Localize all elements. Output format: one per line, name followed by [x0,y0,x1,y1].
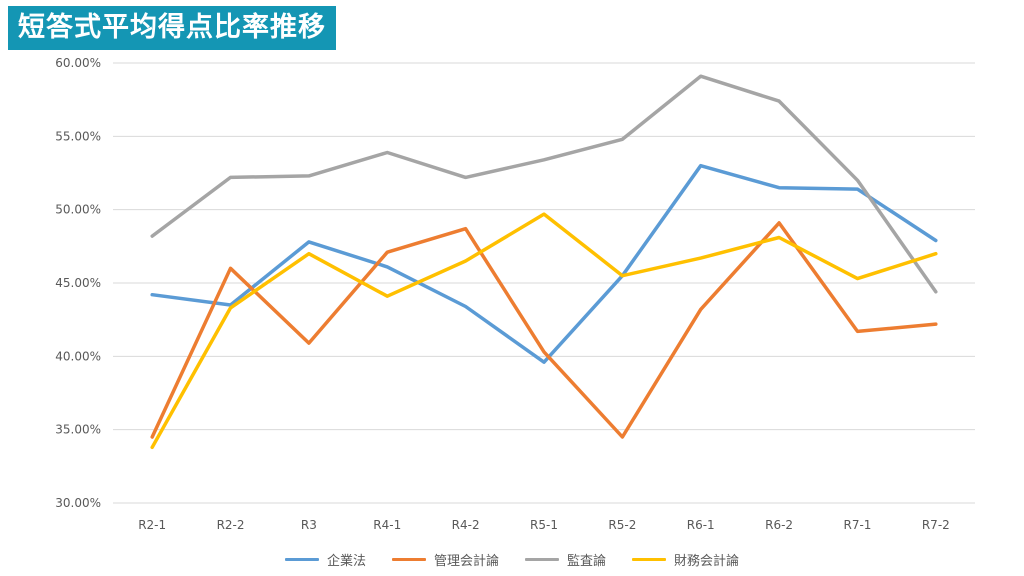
x-tick-label: R6-2 [765,518,793,532]
series-line [150,221,938,439]
legend-label: 管理会計論 [433,553,499,569]
y-tick-label: 55.00% [55,129,101,143]
y-tick-label: 30.00% [55,496,101,510]
x-tick-label: R5-1 [530,518,558,532]
legend-label: 監査論 [567,553,607,569]
x-tick-label: R4-2 [452,518,480,532]
x-tick-label: R7-1 [843,518,871,532]
legend-item: 監査論 [525,550,606,569]
legend-swatch [525,557,559,561]
chart-title-banner: 短答式平均得点比率推移 [8,6,336,50]
series-lines [150,74,938,450]
y-tick-label: 35.00% [55,423,101,437]
legend-item: 財務会計論 [632,550,739,569]
legend-label: 財務会計論 [674,553,740,569]
y-tick-label: 60.00% [55,56,101,70]
y-axis-ticks: 30.00% 35.00% 40.00% 45.00% 50.00% 55.00% 60.0… [55,56,101,510]
x-axis-ticks: R2-1 R2-2 R3 R4-1 R4-2 R5-1 R5-2 R6-1 R6-2 R7-1 R7… [138,518,950,532]
x-tick-label: R6-1 [687,518,715,532]
y-tick-label: 45.00% [55,276,101,290]
y-tick-label: 50.00% [55,203,101,217]
y-tick-label: 40.00% [55,349,101,363]
legend-label: 企業法 [326,553,366,569]
series-line [150,163,938,364]
chart-legend: 企業法 管理会計論 監査論 財務会計論 [0,548,1024,570]
grid-lines [113,62,975,504]
legend-item: 企業法 [284,550,366,569]
chart-title: 短答式平均得点比率推移 [18,12,326,43]
legend-swatch [632,557,667,561]
x-tick-label: R3 [301,518,317,532]
x-tick-label: R5-2 [608,518,636,532]
x-tick-label: R2-2 [217,518,245,532]
legend-item: 管理会計論 [391,550,499,569]
x-tick-label: R4-1 [373,518,401,532]
legend-swatch [284,557,319,561]
series-1 [150,163,938,364]
series-line [150,212,938,450]
x-tick-label: R2-1 [138,518,166,532]
x-tick-label: R7-2 [922,518,950,532]
series-4 [150,212,938,450]
legend-swatch [391,557,426,561]
series-3 [150,74,938,294]
series-2 [150,221,938,439]
